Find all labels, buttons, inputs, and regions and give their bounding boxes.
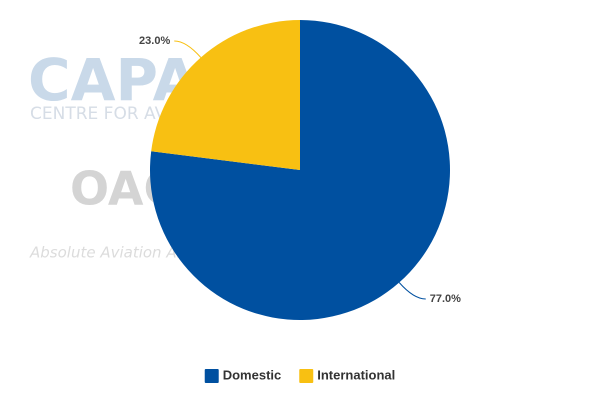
legend-label: Domestic bbox=[223, 367, 282, 382]
label-connector bbox=[398, 282, 426, 300]
legend-swatch bbox=[299, 369, 314, 383]
pie-slice bbox=[151, 20, 300, 170]
data-label: 23.0% bbox=[139, 35, 170, 47]
legend-swatch bbox=[204, 369, 219, 383]
legend-label: International bbox=[317, 367, 395, 382]
label-connector bbox=[174, 40, 202, 58]
data-label: 77.0% bbox=[430, 293, 461, 305]
